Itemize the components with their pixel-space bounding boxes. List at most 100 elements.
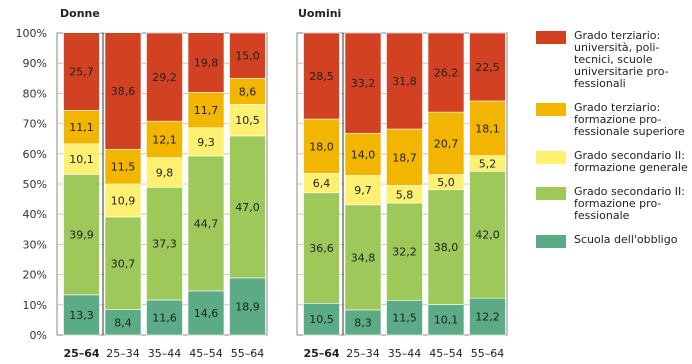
data-label: 30,7 <box>111 257 136 270</box>
panel-title-donne: Donne <box>60 7 100 20</box>
data-label: 47,0 <box>235 201 260 214</box>
bar-segment <box>427 304 465 336</box>
data-label: 33,2 <box>351 77 376 90</box>
bar-segment <box>303 32 340 120</box>
data-label: 18,0 <box>309 140 334 153</box>
data-label: 18,9 <box>235 300 260 313</box>
data-label: 12,2 <box>475 311 500 324</box>
bar-segment <box>146 187 183 301</box>
data-label: 6,4 <box>313 177 331 190</box>
y-tick-label: 90% <box>23 57 47 70</box>
data-label: 11,1 <box>69 121 94 134</box>
x-tick-label: 25–64 <box>63 347 99 360</box>
data-label: 11,5 <box>111 161 136 174</box>
data-label: 5,0 <box>437 176 455 189</box>
legend-swatch <box>536 151 566 164</box>
bar-segment <box>229 277 266 336</box>
bar-segment <box>303 118 340 174</box>
y-tick-label: 20% <box>23 269 47 282</box>
x-tick-label: 55–64 <box>471 347 505 360</box>
data-label: 10,5 <box>235 114 260 127</box>
data-label: 11,5 <box>392 312 417 325</box>
bar-segment <box>229 32 266 79</box>
bar-segment <box>146 157 183 188</box>
data-label: 5,8 <box>396 188 414 201</box>
legend-label: Grado secondario II: formazione generale <box>574 149 688 174</box>
legend-swatch <box>536 235 566 248</box>
legend-swatch <box>536 103 566 116</box>
data-label: 29,2 <box>152 71 177 84</box>
y-tick-label: 80% <box>23 87 47 100</box>
bar-segment <box>187 32 225 93</box>
data-label: 10,1 <box>69 153 94 166</box>
x-tick-label: 45–54 <box>189 347 223 360</box>
bar-segment <box>104 309 142 336</box>
data-label: 34,8 <box>351 251 376 264</box>
x-tick-label: 25–34 <box>346 347 380 360</box>
bar-segment <box>187 92 225 129</box>
legend: Grado terziario: università, poli- tecni… <box>536 30 692 258</box>
data-label: 11,7 <box>194 104 219 117</box>
bar-segment <box>386 202 423 301</box>
data-label: 15,0 <box>235 50 260 63</box>
data-label: 18,1 <box>475 122 500 135</box>
data-label: 39,9 <box>69 229 94 242</box>
data-label: 10,1 <box>434 314 459 327</box>
bar-segment <box>427 32 465 113</box>
data-label: 37,3 <box>152 238 177 251</box>
legend-swatch <box>536 187 566 200</box>
bar-segment <box>63 110 100 145</box>
bar-segment <box>104 183 142 218</box>
bar-segment <box>344 32 382 134</box>
y-tick-label: 30% <box>23 238 47 251</box>
bar-segment <box>386 128 423 186</box>
bar-segment <box>469 297 506 336</box>
legend-item: Grado secondario II: formazione generale <box>536 150 692 174</box>
bar-segment <box>386 32 423 130</box>
y-tick-label: 50% <box>23 178 47 191</box>
bar-segment <box>146 120 183 159</box>
bar-segment <box>303 192 340 304</box>
y-tick-label: 0% <box>30 329 47 342</box>
bar-segment <box>146 32 183 122</box>
bar-segment <box>187 155 225 292</box>
legend-item: Grado terziario: formazione pro- fession… <box>536 102 692 138</box>
bar-segment <box>469 171 506 299</box>
bar-segment <box>63 32 100 111</box>
legend-label: Grado secondario II: formazione pro- fes… <box>574 185 685 222</box>
bar-segment <box>229 135 266 279</box>
data-label: 14,6 <box>194 307 219 320</box>
bar-segment <box>344 309 382 336</box>
x-tick-label: 55–64 <box>231 347 265 360</box>
data-label: 5,2 <box>479 157 497 170</box>
data-label: 18,7 <box>392 151 417 164</box>
data-label: 10,9 <box>111 194 136 207</box>
y-tick-label: 60% <box>23 148 47 161</box>
bar-segment <box>303 302 340 336</box>
bar-segment <box>104 216 142 310</box>
data-label: 9,8 <box>156 167 174 180</box>
data-label: 12,1 <box>152 133 177 146</box>
data-label: 11,6 <box>152 311 177 324</box>
y-tick-label: 70% <box>23 118 47 131</box>
legend-item: Scuola dell'obbligo <box>536 234 692 248</box>
data-label: 42,0 <box>475 229 500 242</box>
data-label: 38,0 <box>434 241 459 254</box>
data-label: 26,2 <box>434 67 459 80</box>
data-label: 19,8 <box>194 57 219 70</box>
y-tick-label: 40% <box>23 208 47 221</box>
bar-segment <box>187 127 225 157</box>
legend-item: Grado secondario II: formazione pro- fes… <box>536 186 692 222</box>
bar-segment <box>469 100 506 156</box>
legend-label: Grado terziario: formazione pro- fession… <box>574 101 685 138</box>
legend-swatch <box>536 31 566 44</box>
data-label: 44,7 <box>194 217 219 230</box>
data-label: 20,7 <box>434 137 459 150</box>
data-label: 8,3 <box>354 316 372 329</box>
data-label: 9,7 <box>354 184 372 197</box>
bar-segment <box>427 189 465 305</box>
data-label: 8,4 <box>114 316 132 329</box>
bar-segment <box>63 143 100 175</box>
x-tick-label: 45–54 <box>429 347 463 360</box>
